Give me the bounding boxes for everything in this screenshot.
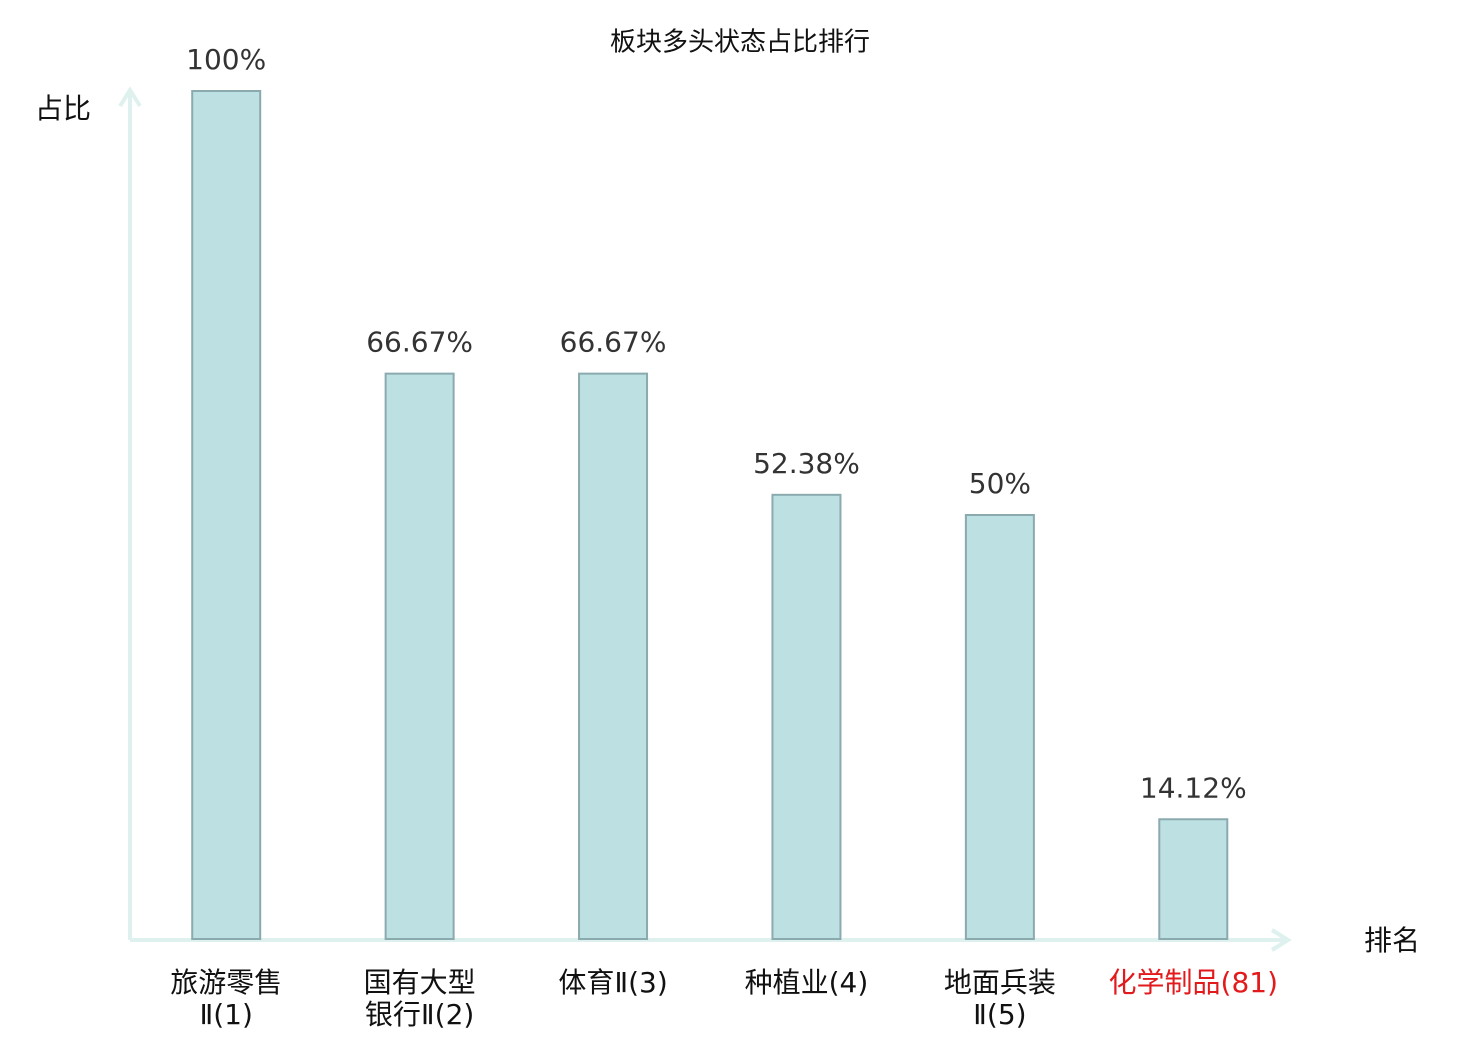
x-tick-label: 体育Ⅱ(3) <box>558 966 667 999</box>
x-axis-label: 排名 <box>1364 924 1420 957</box>
value-label: 100% <box>186 43 266 76</box>
value-label: 50% <box>969 467 1031 500</box>
bar <box>384 372 455 940</box>
value-label: 66.67% <box>366 326 473 359</box>
x-tick-label: 国有大型银行Ⅱ(2) <box>364 966 476 1031</box>
x-tick-label: 旅游零售 Ⅱ(1) <box>170 966 282 1031</box>
y-axis-arrow <box>118 86 142 108</box>
x-tick-label: 化学制品(81) <box>1109 966 1278 999</box>
value-label: 14.12% <box>1140 771 1247 804</box>
x-tick-label: 地面兵装 Ⅱ(5) <box>944 966 1056 1031</box>
axes <box>118 86 1292 952</box>
x-axis-arrow <box>1270 928 1292 952</box>
value-label: 66.67% <box>560 326 667 359</box>
x-tick-label: 种植业(4) <box>745 966 869 999</box>
bar <box>1158 818 1229 940</box>
value-label: 52.38% <box>753 447 860 480</box>
bar <box>771 493 842 940</box>
bar <box>191 90 262 940</box>
bar <box>964 514 1035 940</box>
y-axis-label: 占比 <box>35 92 91 125</box>
chart-title: 板块多头状态占比排行 <box>610 28 870 58</box>
bar <box>578 372 649 940</box>
